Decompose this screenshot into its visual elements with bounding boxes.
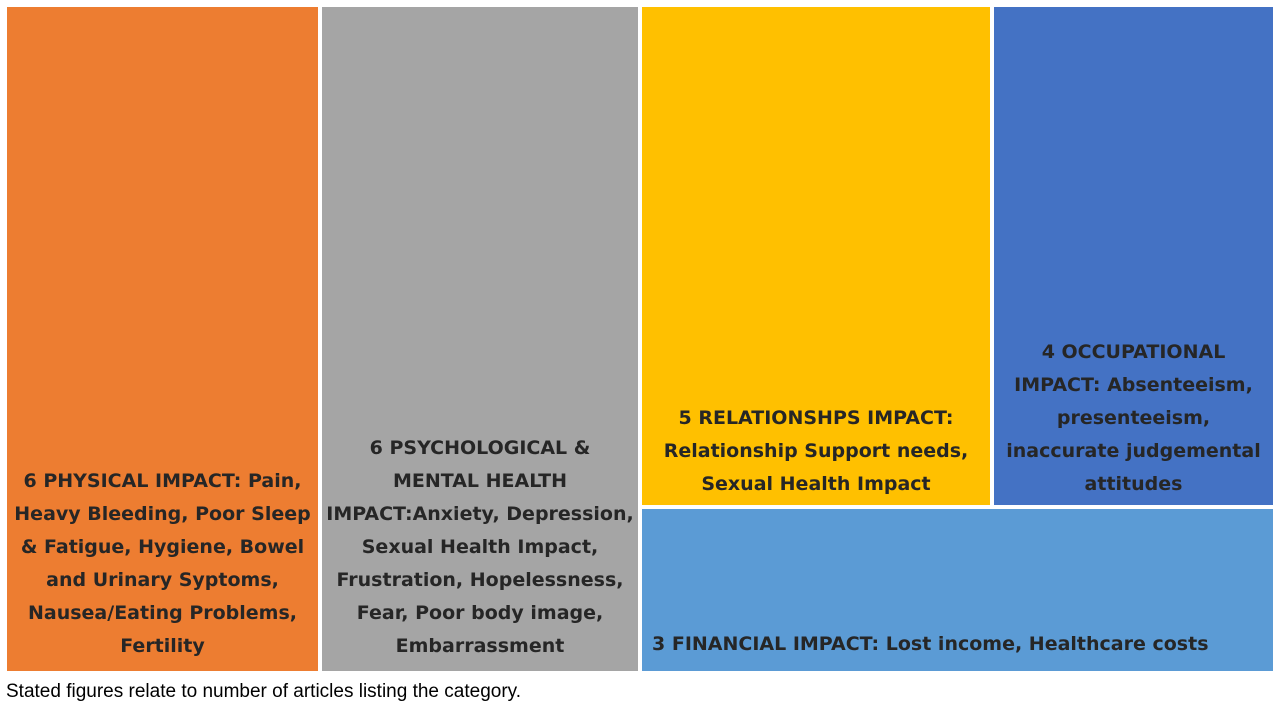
tile-label-physical: 6 PHYSICAL IMPACT: Pain, Heavy Bleeding,… [14, 470, 311, 657]
tile-physical-impact: 6 PHYSICAL IMPACT: Pain, Heavy Bleeding,… [5, 5, 320, 673]
treemap-chart: 6 PHYSICAL IMPACT: Pain, Heavy Bleeding,… [5, 5, 1275, 673]
tile-occupational-impact: 4 OCCUPATIONAL IMPACT: Absenteeism, pres… [992, 5, 1275, 507]
tile-label-occupational: 4 OCCUPATIONAL IMPACT: Absenteeism, pres… [1006, 341, 1261, 495]
tile-label-relationships: 5 RELATIONSHPS IMPACT: Relationship Supp… [663, 407, 969, 495]
tile-relationships-impact: 5 RELATIONSHPS IMPACT: Relationship Supp… [640, 5, 992, 507]
tile-label-psychological: 6 PSYCHOLOGICAL & MENTAL HEALTH IMPACT:A… [326, 437, 634, 657]
tile-label-financial: 3 FINANCIAL IMPACT: Lost income, Healthc… [652, 633, 1209, 655]
tile-financial-impact: 3 FINANCIAL IMPACT: Lost income, Healthc… [640, 507, 1275, 673]
tile-psychological-impact: 6 PSYCHOLOGICAL & MENTAL HEALTH IMPACT:A… [320, 5, 640, 673]
chart-footnote: Stated figures relate to number of artic… [6, 681, 522, 702]
